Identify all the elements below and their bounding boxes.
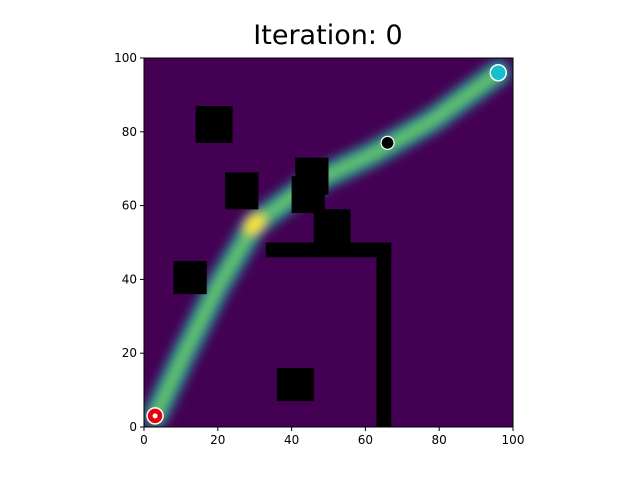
x-tick-label-40: 40 (284, 433, 299, 447)
obstacle-3 (291, 176, 325, 213)
density-field (144, 59, 512, 427)
obstacle-4 (313, 209, 351, 243)
y-tick-label-0: 0 (129, 420, 137, 434)
y-tick-label-40: 40 (122, 272, 137, 286)
y-tick-label-100: 100 (114, 51, 137, 65)
x-tick-label-0: 0 (140, 433, 148, 447)
obstacle-1 (225, 172, 259, 210)
plot-frame (143, 57, 514, 428)
y-tick-label-20: 20 (122, 346, 137, 360)
density-peak (244, 213, 265, 235)
y-tick-label-80: 80 (122, 125, 137, 139)
y-tick-label-60: 60 (122, 199, 137, 213)
x-tick-label-20: 20 (210, 433, 225, 447)
obstacle-6 (376, 242, 392, 427)
obstacle-7 (173, 260, 207, 295)
obstacle-5 (265, 242, 392, 258)
obstacle-0 (195, 105, 233, 143)
density-band-inner (152, 69, 502, 419)
waypoint-marker (380, 135, 395, 150)
start-marker-center (152, 413, 158, 419)
chart-title: Iteration: 0 (253, 20, 403, 51)
x-tick-label-80: 80 (432, 433, 447, 447)
obstacle-8 (276, 367, 314, 402)
x-tick-label-100: 100 (502, 433, 525, 447)
goal-marker (489, 64, 507, 82)
x-tick-label-60: 60 (358, 433, 373, 447)
